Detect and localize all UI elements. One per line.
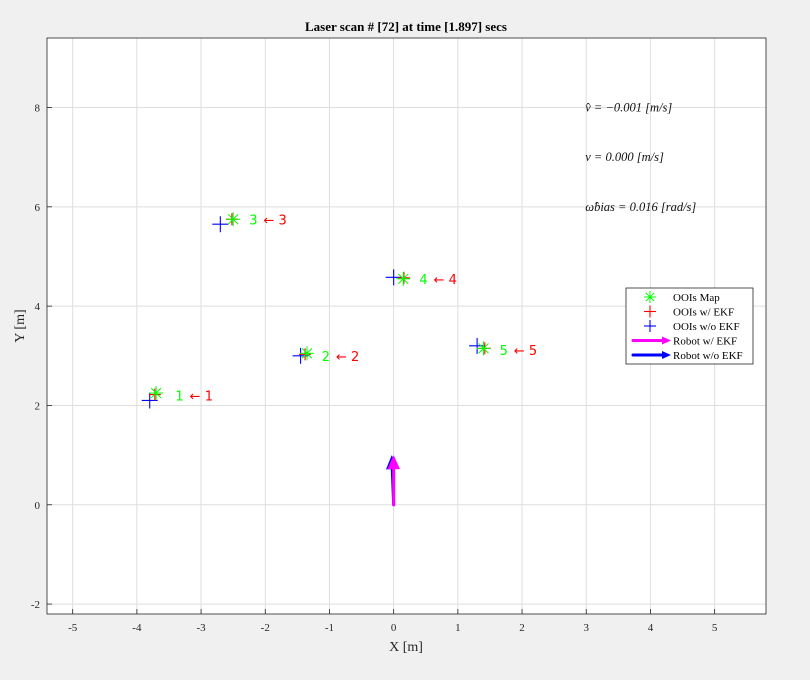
x-tick-label: -4 — [132, 622, 142, 634]
chart-title: Laser scan # [72] at time [1.897] secs — [305, 19, 507, 34]
y-tick-label: 4 — [35, 301, 41, 313]
ooi-ekf-id: ← 3 — [264, 214, 287, 229]
ooi-label: 1 ← 1 — [175, 390, 213, 405]
y-axis-label: Y [m] — [13, 309, 28, 342]
ooi-map-id: 1 — [175, 390, 183, 405]
legend: OOIs Map OOIs w/ EKF OOIs w/o EKF Robot w/ … — [625, 287, 754, 365]
x-tick-label: -5 — [68, 622, 78, 634]
legend-entry: Robot w/ EKF — [631, 336, 737, 348]
ooi-ekf-id: ← 5 — [514, 344, 537, 359]
x-axis-label: X [m] — [389, 640, 423, 655]
ooi-map-id: 4 — [419, 273, 427, 288]
ooi-map-point — [226, 212, 241, 227]
ooi-ekf-id: ← 2 — [336, 350, 359, 365]
ooi-map-point — [476, 341, 491, 356]
legend-label: OOIs Map — [673, 292, 720, 304]
ooi-map-point — [149, 386, 164, 401]
grid — [47, 38, 766, 614]
x-tick-label: -1 — [325, 622, 334, 634]
info-line: v = 0.000 [m/s] — [585, 150, 664, 164]
ooi-label: 2 ← 2 — [322, 350, 360, 365]
ooi-map-id: 5 — [500, 344, 508, 359]
legend-label: Robot w/o EKF — [673, 350, 743, 362]
ooi-ekf-point — [299, 348, 312, 361]
ticks: -5 -4 -3 -2 -1 0 1 2 3 4 5 -2 0 2 4 6 8 — [31, 103, 718, 634]
plot-frame — [46, 37, 767, 615]
ooi-map-point — [396, 271, 411, 286]
ooi-map-id: 2 — [322, 350, 330, 365]
y-tick-label: -2 — [31, 599, 40, 611]
y-tick-label: 6 — [35, 202, 41, 214]
y-tick-label: 2 — [35, 400, 41, 412]
x-tick-label: 2 — [519, 622, 525, 634]
info-line: v̂ = −0.001 [m/s] — [585, 101, 672, 115]
ooi-map-id: 3 — [249, 214, 257, 229]
ooi-label: 3 ← 3 — [249, 214, 287, 229]
y-tick-label: 8 — [35, 103, 41, 115]
robot-ekf-arrow — [387, 455, 400, 507]
annotations: 1 ← 1 2 ← 2 3 ← 3 4 ← 4 5 ← 5 — [175, 214, 537, 405]
x-tick-label: 4 — [648, 622, 654, 634]
ooi-noekf-point — [292, 347, 309, 364]
legend-entry: OOIs w/ EKF — [644, 305, 734, 319]
legend-entry: Robot w/o EKF — [631, 350, 743, 362]
x-tick-label: -2 — [261, 622, 270, 634]
ooi-noekf-point — [212, 216, 229, 233]
legend-entry: OOIs w/o EKF — [644, 320, 740, 333]
legend-label: OOIs w/ EKF — [673, 307, 734, 319]
info-line: ω̂bias = 0.016 [rad/s] — [585, 200, 696, 214]
legend-entry: OOIs Map — [644, 291, 720, 304]
ooi-map-point — [299, 346, 314, 361]
ooi-ekf-id: ← 4 — [434, 273, 457, 288]
ooi-noekf-point — [469, 337, 486, 354]
x-tick-label: 1 — [455, 622, 461, 634]
y-tick-label: 0 — [35, 500, 41, 512]
legend-label: OOIs w/o EKF — [673, 321, 740, 333]
ooi-label: 4 ← 4 — [419, 273, 457, 288]
legend-label: Robot w/ EKF — [673, 336, 737, 348]
info-text: v̂ = −0.001 [m/s] v = 0.000 [m/s] ω̂bias =… — [585, 101, 696, 214]
x-tick-label: -3 — [196, 622, 206, 634]
x-tick-label: 0 — [391, 622, 397, 634]
data-points — [141, 212, 491, 507]
x-tick-label: 3 — [584, 622, 590, 634]
x-tick-label: 5 — [712, 622, 718, 634]
ooi-ekf-id: ← 1 — [190, 390, 213, 405]
ooi-label: 5 ← 5 — [500, 344, 538, 359]
